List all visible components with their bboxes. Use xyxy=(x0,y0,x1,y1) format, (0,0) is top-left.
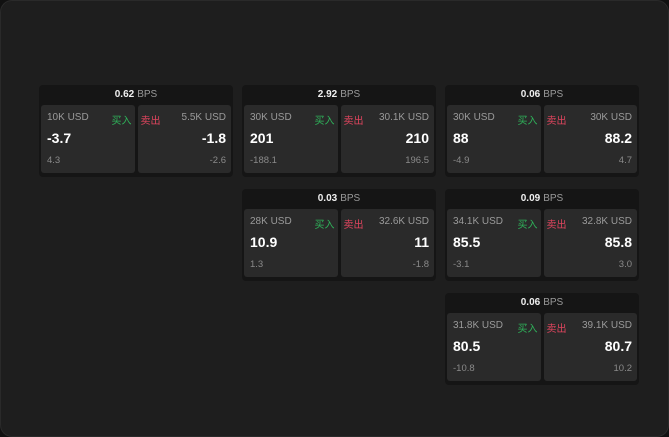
sell-label: 卖出 xyxy=(343,220,364,231)
spread-value: 0.03 xyxy=(317,193,338,204)
spread-value: 0.09 xyxy=(520,193,541,204)
quote-cells: 34.1K USD 买入 85.5 -3.1 32.8K USD 卖出 85.8… xyxy=(445,209,639,277)
quote-card: 0.62 BPS 10K USD 买入 -3.7 4.3 5.5K USD 卖出 … xyxy=(39,85,233,177)
buy-quote-cell[interactable]: 10K USD 买入 -3.7 4.3 xyxy=(41,105,135,173)
quote-card: 0.06 BPS 31.8K USD 买入 80.5 -10.8 39.1K US… xyxy=(445,293,639,385)
spread-value: 2.92 xyxy=(317,89,338,100)
sell-quote-cell[interactable]: 39.1K USD 卖出 80.7 10.2 xyxy=(543,313,637,381)
sell-label: 卖出 xyxy=(140,116,161,127)
buy-label: 买入 xyxy=(314,220,335,231)
quote-cells: 28K USD 买入 10.9 1.3 32.6K USD 卖出 11 -1.8 xyxy=(242,209,436,277)
quote-card: 0.09 BPS 34.1K USD 买入 85.5 -3.1 32.8K USD… xyxy=(445,189,639,281)
sell-quantity: 30.1K USD xyxy=(378,112,429,123)
buy-quantity: 31.8K USD xyxy=(453,320,504,331)
spread-header: 0.06 BPS xyxy=(445,85,639,105)
spread-unit: BPS xyxy=(543,89,564,100)
buy-quantity: 30K USD xyxy=(250,112,292,123)
spread-value: 0.62 xyxy=(114,89,135,100)
buy-label: 买入 xyxy=(517,324,538,335)
buy-price: 10.9 xyxy=(250,234,278,250)
buy-change: -10.8 xyxy=(453,363,475,374)
buy-price: -3.7 xyxy=(47,130,72,146)
sell-quote-cell[interactable]: 30K USD 卖出 88.2 4.7 xyxy=(543,105,637,173)
sell-quantity: 32.6K USD xyxy=(378,216,429,227)
sell-label: 卖出 xyxy=(343,116,364,127)
quote-cells: 10K USD 买入 -3.7 4.3 5.5K USD 卖出 -1.8 -2.… xyxy=(39,105,233,173)
buy-label: 买入 xyxy=(517,220,538,231)
spread-unit: BPS xyxy=(543,297,564,308)
spread-unit: BPS xyxy=(340,193,361,204)
buy-change: -4.9 xyxy=(453,155,470,166)
buy-quote-cell[interactable]: 30K USD 买入 88 -4.9 xyxy=(447,105,541,173)
buy-quantity: 34.1K USD xyxy=(453,216,504,227)
quote-cells: 30K USD 买入 201 -188.1 30.1K USD 卖出 210 1… xyxy=(242,105,436,173)
sell-change: 196.5 xyxy=(405,155,429,166)
sell-quote-cell[interactable]: 32.8K USD 卖出 85.8 3.0 xyxy=(543,209,637,277)
spread-value: 0.06 xyxy=(520,297,541,308)
sell-quote-cell[interactable]: 5.5K USD 卖出 -1.8 -2.6 xyxy=(137,105,231,173)
buy-price: 80.5 xyxy=(453,338,481,354)
quote-card: 0.06 BPS 30K USD 买入 88 -4.9 30K USD 卖出 88… xyxy=(445,85,639,177)
spread-header: 0.03 BPS xyxy=(242,189,436,209)
sell-quote-cell[interactable]: 30.1K USD 卖出 210 196.5 xyxy=(340,105,434,173)
spread-header: 2.92 BPS xyxy=(242,85,436,105)
quote-cells: 31.8K USD 买入 80.5 -10.8 39.1K USD 卖出 80.… xyxy=(445,313,639,381)
buy-quantity: 28K USD xyxy=(250,216,292,227)
sell-quantity: 32.8K USD xyxy=(581,216,632,227)
sell-price: 11 xyxy=(414,234,429,250)
buy-quote-cell[interactable]: 31.8K USD 买入 80.5 -10.8 xyxy=(447,313,541,381)
sell-price: 210 xyxy=(405,130,429,146)
buy-label: 买入 xyxy=(314,116,335,127)
spread-value: 0.06 xyxy=(520,89,541,100)
sell-quantity: 39.1K USD xyxy=(581,320,632,331)
buy-change: -3.1 xyxy=(453,259,470,270)
sell-label: 卖出 xyxy=(546,220,567,231)
sell-change: -1.8 xyxy=(412,259,429,270)
sell-price: 80.7 xyxy=(604,338,632,354)
sell-change: 10.2 xyxy=(613,363,633,374)
buy-price: 88 xyxy=(453,130,469,146)
buy-label: 买入 xyxy=(517,116,538,127)
spread-header: 0.06 BPS xyxy=(445,293,639,313)
buy-price: 85.5 xyxy=(453,234,481,250)
buy-quote-cell[interactable]: 30K USD 买入 201 -188.1 xyxy=(244,105,338,173)
sell-price: 85.8 xyxy=(604,234,632,250)
sell-label: 卖出 xyxy=(546,116,567,127)
buy-quantity: 30K USD xyxy=(453,112,495,123)
buy-price: 201 xyxy=(250,130,274,146)
buy-change: -188.1 xyxy=(250,155,277,166)
spread-header: 0.09 BPS xyxy=(445,189,639,209)
spread-header: 0.62 BPS xyxy=(39,85,233,105)
sell-quantity: 5.5K USD xyxy=(181,112,226,123)
quote-card: 2.92 BPS 30K USD 买入 201 -188.1 30.1K USD … xyxy=(242,85,436,177)
buy-label: 买入 xyxy=(111,116,132,127)
buy-quote-cell[interactable]: 34.1K USD 买入 85.5 -3.1 xyxy=(447,209,541,277)
buy-change: 4.3 xyxy=(47,155,61,166)
sell-change: -2.6 xyxy=(209,155,226,166)
sell-price: 88.2 xyxy=(604,130,632,146)
sell-change: 3.0 xyxy=(618,259,632,270)
quote-cells: 30K USD 买入 88 -4.9 30K USD 卖出 88.2 4.7 xyxy=(445,105,639,173)
spread-unit: BPS xyxy=(543,193,564,204)
spread-unit: BPS xyxy=(137,89,158,100)
sell-change: 4.7 xyxy=(618,155,632,166)
sell-label: 卖出 xyxy=(546,324,567,335)
buy-change: 1.3 xyxy=(250,259,264,270)
sell-price: -1.8 xyxy=(201,130,226,146)
quote-card: 0.03 BPS 28K USD 买入 10.9 1.3 32.6K USD 卖出… xyxy=(242,189,436,281)
spread-unit: BPS xyxy=(340,89,361,100)
sell-quantity: 30K USD xyxy=(590,112,632,123)
sell-quote-cell[interactable]: 32.6K USD 卖出 11 -1.8 xyxy=(340,209,434,277)
buy-quote-cell[interactable]: 28K USD 买入 10.9 1.3 xyxy=(244,209,338,277)
buy-quantity: 10K USD xyxy=(47,112,89,123)
